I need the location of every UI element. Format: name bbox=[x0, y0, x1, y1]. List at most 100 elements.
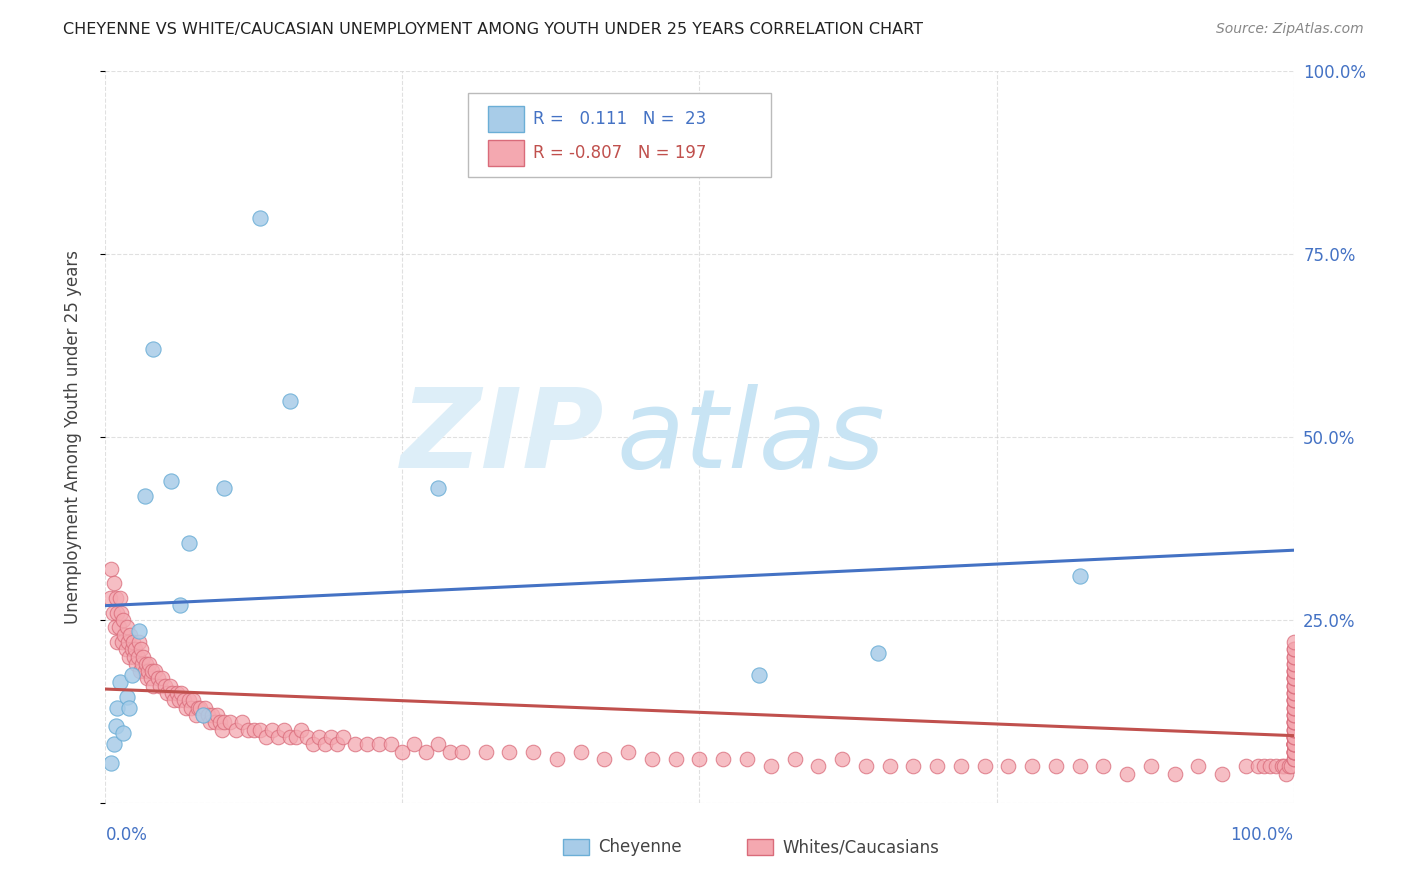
Point bbox=[498, 745, 520, 759]
Point bbox=[1282, 737, 1305, 751]
Bar bbox=[488, 106, 523, 132]
Point bbox=[152, 672, 174, 686]
Point bbox=[569, 745, 592, 759]
Point bbox=[132, 649, 155, 664]
Point bbox=[689, 752, 711, 766]
Point bbox=[617, 745, 640, 759]
Point bbox=[105, 700, 128, 714]
Point bbox=[112, 613, 135, 627]
Point bbox=[121, 635, 143, 649]
Point bbox=[160, 686, 183, 700]
Point bbox=[1282, 664, 1305, 678]
Point bbox=[107, 620, 129, 634]
Point bbox=[142, 343, 165, 357]
Point bbox=[1282, 708, 1305, 723]
Point bbox=[391, 745, 413, 759]
Point bbox=[1045, 759, 1067, 773]
Point bbox=[108, 591, 131, 605]
Point bbox=[1282, 642, 1305, 657]
Point bbox=[1282, 679, 1305, 693]
Point bbox=[1282, 642, 1305, 657]
Point bbox=[297, 730, 319, 744]
Point bbox=[105, 719, 128, 733]
Point bbox=[356, 737, 378, 751]
Bar bbox=[562, 839, 589, 855]
Point bbox=[124, 642, 146, 657]
Point bbox=[143, 664, 166, 678]
Point bbox=[254, 730, 277, 744]
Point bbox=[367, 737, 389, 751]
Point bbox=[100, 756, 122, 770]
Point bbox=[1282, 672, 1305, 686]
Point bbox=[141, 664, 163, 678]
Point bbox=[1282, 745, 1305, 759]
Point bbox=[1282, 745, 1305, 759]
Point bbox=[1282, 737, 1305, 751]
Point bbox=[120, 627, 142, 641]
Point bbox=[111, 635, 134, 649]
Point bbox=[290, 723, 312, 737]
Point bbox=[1282, 737, 1305, 751]
Text: R =   0.111   N =  23: R = 0.111 N = 23 bbox=[533, 110, 706, 128]
Point bbox=[1282, 737, 1305, 751]
Point bbox=[136, 672, 159, 686]
Point bbox=[105, 591, 128, 605]
Point bbox=[903, 759, 925, 773]
Point bbox=[783, 752, 806, 766]
Point bbox=[115, 690, 138, 704]
Point bbox=[128, 624, 150, 638]
Point bbox=[114, 627, 136, 641]
Point bbox=[1164, 766, 1187, 780]
Point bbox=[101, 606, 124, 620]
Point bbox=[415, 745, 437, 759]
Point bbox=[118, 649, 141, 664]
Point bbox=[138, 657, 160, 671]
Point bbox=[131, 657, 153, 671]
Text: Cheyenne: Cheyenne bbox=[599, 838, 682, 856]
Point bbox=[205, 708, 228, 723]
Point bbox=[243, 723, 266, 737]
Point bbox=[156, 686, 179, 700]
Point bbox=[302, 737, 325, 751]
Point bbox=[112, 726, 135, 740]
Point bbox=[1282, 752, 1305, 766]
Point bbox=[427, 737, 450, 751]
Y-axis label: Unemployment Among Youth under 25 years: Unemployment Among Youth under 25 years bbox=[63, 250, 82, 624]
Point bbox=[249, 723, 271, 737]
Point bbox=[167, 693, 190, 707]
Point bbox=[1282, 737, 1305, 751]
Text: 100.0%: 100.0% bbox=[1230, 826, 1294, 844]
Point bbox=[169, 599, 191, 613]
Point bbox=[108, 675, 131, 690]
Point bbox=[1282, 657, 1305, 671]
Point bbox=[98, 591, 121, 605]
Point bbox=[105, 635, 128, 649]
Point bbox=[225, 723, 247, 737]
Point bbox=[170, 686, 193, 700]
Point bbox=[1282, 693, 1305, 707]
Point bbox=[139, 672, 162, 686]
Point bbox=[1282, 693, 1305, 707]
Point bbox=[474, 745, 496, 759]
Point bbox=[1282, 700, 1305, 714]
Text: atlas: atlas bbox=[616, 384, 884, 491]
Point bbox=[129, 664, 152, 678]
Point bbox=[1282, 700, 1305, 714]
Point bbox=[1282, 723, 1305, 737]
Point bbox=[100, 562, 122, 576]
Point bbox=[1282, 745, 1305, 759]
Point bbox=[134, 664, 156, 678]
Point bbox=[1282, 700, 1305, 714]
Point bbox=[121, 642, 143, 657]
Point bbox=[278, 730, 301, 744]
Text: Whites/Caucasians: Whites/Caucasians bbox=[783, 838, 939, 856]
Point bbox=[1282, 737, 1305, 751]
Point bbox=[1234, 759, 1257, 773]
Point bbox=[121, 667, 143, 681]
Point bbox=[735, 752, 758, 766]
Point bbox=[103, 737, 125, 751]
Point bbox=[665, 752, 688, 766]
Point bbox=[1282, 664, 1305, 678]
Point bbox=[117, 635, 139, 649]
Point bbox=[427, 481, 450, 495]
